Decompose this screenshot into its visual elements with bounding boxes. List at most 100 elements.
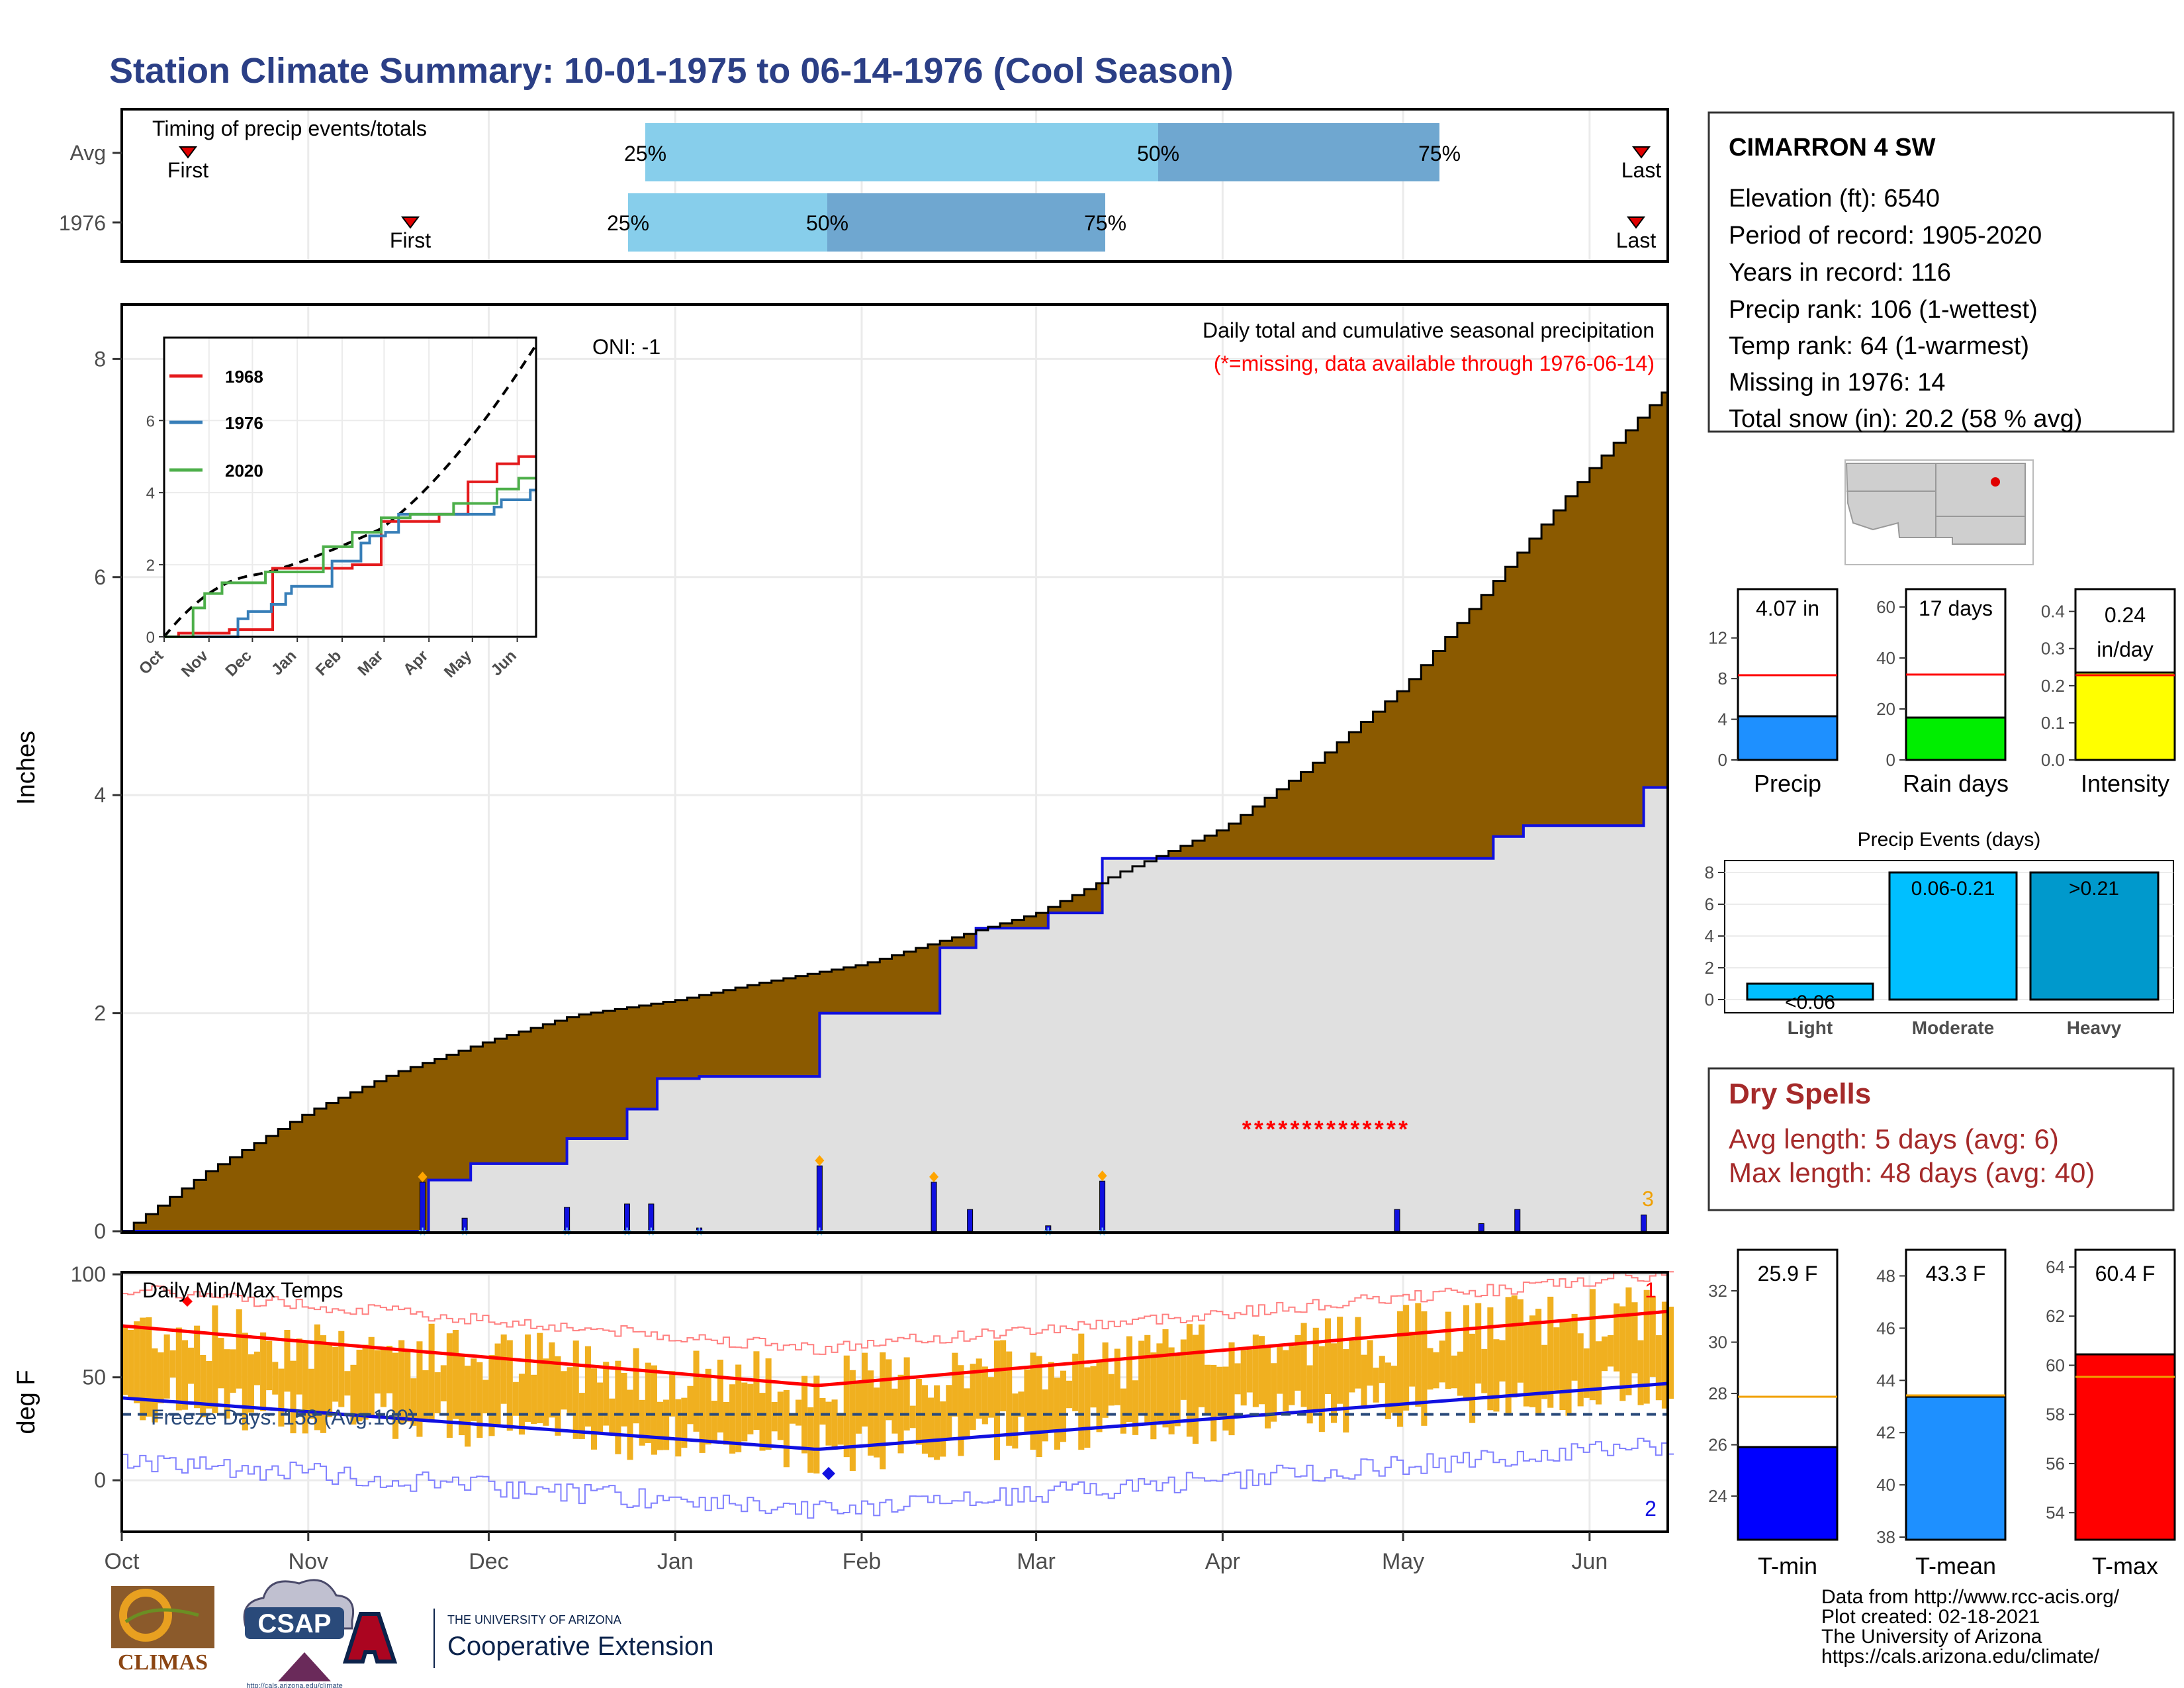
- station-location-dot: [1991, 477, 2000, 487]
- timing-panel: Timing of precip events/totals Avg 1976 …: [59, 108, 1669, 263]
- temp-day-bar-20: [242, 1333, 248, 1430]
- tb0-yticks-label-1: 26: [1708, 1435, 1727, 1455]
- temp-day-bar-9: [175, 1327, 182, 1411]
- inset-xtick-label-3: Jan: [268, 647, 300, 679]
- temp-day-bar-36: [338, 1331, 345, 1407]
- temp-day-bar-142: [976, 1358, 982, 1419]
- temp-day-bar-198: [1312, 1327, 1319, 1412]
- temp-day-bar-184: [1228, 1342, 1235, 1436]
- year-bar-25-50: [628, 193, 827, 252]
- temp-day-bar-164: [1108, 1374, 1115, 1406]
- inset-xtick-label-8: Jun: [488, 647, 520, 679]
- temp-yaxis: 0 50 100: [71, 1262, 122, 1492]
- temp-day-bar-40: [362, 1344, 369, 1420]
- temp-day-bar-171: [1150, 1352, 1157, 1440]
- events-ytick-label-1: 2: [1705, 958, 1714, 978]
- ua-logo-small: THE UNIVERSITY OF ARIZONA: [447, 1613, 621, 1626]
- tmean-value: 43.3 F: [1926, 1262, 1986, 1286]
- temp-day-bar-200: [1324, 1318, 1331, 1394]
- missing-marker-3: *: [1278, 1115, 1287, 1143]
- temp-day-bar-104: [747, 1383, 754, 1434]
- inset-xtick-label-0: Oct: [136, 647, 167, 678]
- raindays-mini-xlabel: Rain days: [1903, 770, 2009, 797]
- dry-spells-max: Max length: 48 days (avg: 40): [1729, 1157, 2095, 1188]
- temp-day-bar-192: [1277, 1344, 1283, 1394]
- temp-day-bar-8: [169, 1350, 176, 1378]
- temp-day-bar-145: [993, 1340, 1001, 1460]
- temp-day-bar-255: [1655, 1335, 1662, 1401]
- temp-day-bar-69: [537, 1333, 543, 1424]
- missing-marker-10: *: [1363, 1115, 1372, 1143]
- temp-day-bar-233: [1523, 1323, 1529, 1407]
- inset-ytick-label-1: 2: [146, 557, 155, 575]
- temp-day-bar-205: [1355, 1317, 1361, 1389]
- event-moderate-value: 0.06-0.21: [1911, 878, 1995, 900]
- temp-day-bar-239: [1559, 1321, 1566, 1411]
- temp-day-bar-168: [1132, 1380, 1139, 1435]
- year-p25: 25%: [607, 211, 649, 235]
- temp-day-bar-7: [163, 1334, 170, 1399]
- page-title: Station Climate Summary: 10-01-1975 to 0…: [109, 51, 1234, 91]
- temp-day-bar-208: [1373, 1368, 1379, 1403]
- temp-day-bar-187: [1246, 1349, 1253, 1393]
- missing-marker-7: *: [1326, 1115, 1336, 1143]
- temp-day-bar-112: [796, 1399, 802, 1426]
- actual-cumulative-area: [122, 787, 1668, 1231]
- temp-day-bar-109: [777, 1391, 784, 1440]
- tb2-yticks-label-1: 56: [2046, 1454, 2065, 1474]
- daily-precip-bars: * * * * * * * * *: [418, 1155, 1647, 1248]
- temp-day-bar-113: [801, 1376, 808, 1454]
- events-ytick-label-0: 0: [1705, 990, 1714, 1009]
- inset-legend-1968: 1968: [225, 367, 263, 387]
- temp-day-bar-22: [253, 1351, 261, 1385]
- events-ytick-label-4: 8: [1705, 863, 1714, 882]
- temp-day-bar-114: [807, 1407, 814, 1473]
- temp-day-bar-222: [1457, 1351, 1463, 1396]
- temp-day-bar-169: [1138, 1340, 1145, 1413]
- temp-day-bar-63: [500, 1334, 507, 1404]
- inset-xaxis: Oct Nov Dec Jan Feb Mar Apr May Jun: [136, 637, 520, 681]
- temp-day-bar-39: [356, 1349, 363, 1422]
- temp-day-bar-206: [1361, 1354, 1367, 1407]
- temp-day-bar-24: [266, 1340, 273, 1391]
- event-light-label: Light: [1788, 1017, 1833, 1038]
- temp-day-bar-93: [681, 1397, 688, 1448]
- temp-day-bar-226: [1481, 1348, 1488, 1393]
- tb1-yticks-label-2: 42: [1876, 1423, 1895, 1442]
- avg-last-label: Last: [1621, 158, 1662, 182]
- temp-day-bar-150: [1024, 1369, 1030, 1432]
- temp-day-bar-110: [783, 1389, 790, 1468]
- temp-day-bar-77: [584, 1346, 591, 1427]
- temp-day-bar-38: [350, 1364, 357, 1425]
- snow-marker-2: *: [563, 1223, 571, 1248]
- temp-day-bar-243: [1583, 1348, 1590, 1398]
- temp-day-bar-29: [296, 1338, 302, 1395]
- event-bar-moderate: [1888, 871, 2018, 1001]
- temp-day-bar-85: [633, 1348, 639, 1424]
- temp-day-bar-56: [459, 1355, 465, 1436]
- temp-day-bar-215: [1415, 1303, 1422, 1407]
- intensity-mini-value-unit: in/day: [2097, 637, 2153, 661]
- temp-day-bar-130: [903, 1357, 910, 1430]
- average-min-line: [121, 1382, 1668, 1451]
- temp-day-bar-14: [206, 1361, 212, 1409]
- inset-ytick-label-2: 4: [146, 485, 155, 502]
- inset-xtick-label-6: Apr: [400, 647, 432, 679]
- year-last-marker: [1627, 216, 1645, 229]
- daily-precip-bar-12: [1478, 1223, 1484, 1232]
- event-heavy-value: >0.21: [2069, 878, 2119, 900]
- month-label-4: Feb: [842, 1549, 882, 1574]
- temp-day-bar-235: [1535, 1309, 1542, 1413]
- climas-logo: CLIMAS: [111, 1586, 214, 1675]
- temp-day-bar-34: [326, 1344, 333, 1418]
- temp-day-bar-16: [218, 1338, 224, 1389]
- temp-day-bar-133: [921, 1385, 928, 1454]
- station-temp-rank: Temp rank: 64 (1-warmest): [1729, 332, 2029, 360]
- temp-day-bar-4: [146, 1317, 152, 1417]
- month-label-8: Jun: [1571, 1549, 1608, 1574]
- mini2-yticks-label-1: 0.1: [2041, 713, 2065, 733]
- temp-day-bar-250: [1625, 1287, 1632, 1395]
- temp-day-bar-89: [657, 1401, 664, 1450]
- temp-day-bar-186: [1240, 1350, 1247, 1406]
- year-first-marker: [401, 216, 420, 229]
